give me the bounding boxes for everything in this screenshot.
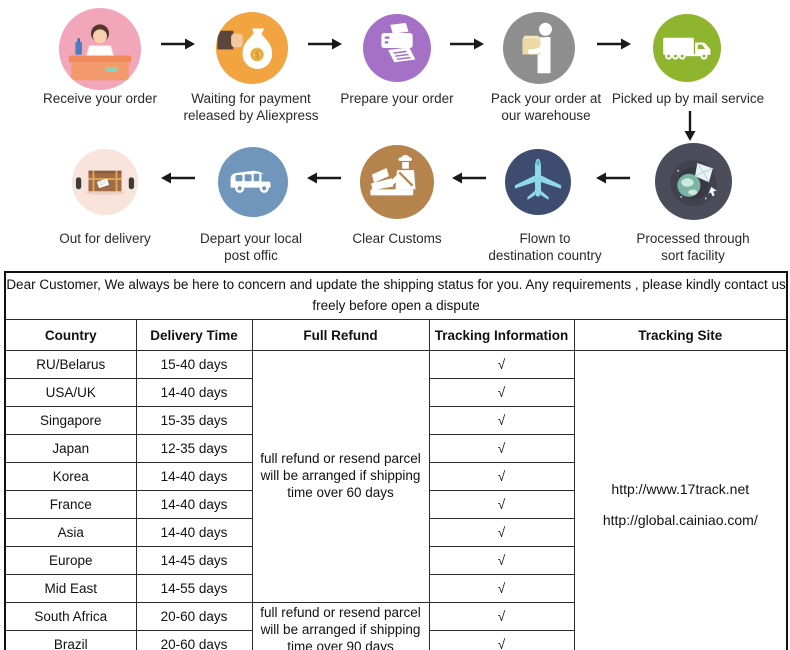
- table-row: Brazil 20-60 days √: [4, 630, 787, 650]
- flow-arrow-left-icon: [160, 171, 196, 185]
- table-row: Korea 14-40 days √: [4, 462, 787, 491]
- tracking-check-cell: √: [428, 518, 575, 547]
- step-depart-post-office: [218, 147, 288, 217]
- delivery-time-cell: 12-35 days: [135, 434, 253, 463]
- step-label: Waiting for payment released by Aliexpre…: [183, 91, 319, 124]
- step-label: Prepare your order: [340, 91, 454, 106]
- flow-arrow-right-icon: [307, 37, 343, 51]
- step-prepare-order: [363, 14, 431, 82]
- flow-arrow-left-icon: [595, 171, 631, 185]
- tracking-check-cell: √: [428, 462, 575, 491]
- country-cell: Brazil: [4, 630, 137, 650]
- step-label: Pack your order at our warehouse: [490, 91, 602, 124]
- tracking-check-cell: √: [428, 602, 575, 631]
- step-out-for-delivery: [72, 149, 138, 215]
- flow-arrow-right-icon: [160, 37, 196, 51]
- delivery-time-cell: 20-60 days: [135, 630, 253, 650]
- shipping-table: Dear Customer, We always be here to conc…: [4, 271, 789, 650]
- col-header-full-refund: Full Refund: [251, 319, 430, 351]
- step-picked-up: [653, 14, 721, 82]
- refund-note-60-days: full refund or resend parcel will be arr…: [251, 350, 430, 603]
- country-cell: RU/Belarus: [4, 350, 137, 379]
- mail-truck-icon: [663, 37, 711, 60]
- tracking-site-link[interactable]: http://global.cainiao.com/: [602, 512, 758, 528]
- table-row: RU/Belarus 15-40 days full refund or res…: [4, 350, 788, 650]
- step-sort-facility: [655, 143, 732, 220]
- step-receive-order: [59, 8, 141, 90]
- step-label: Receive your order: [42, 91, 158, 106]
- step-label: Processed through sort facility: [636, 231, 750, 264]
- country-cell: Japan: [4, 434, 137, 463]
- country-cell: USA/UK: [4, 378, 137, 407]
- tracking-check-cell: √: [428, 350, 575, 379]
- step-clear-customs: [360, 145, 434, 219]
- country-cell: France: [4, 490, 137, 519]
- airplane-icon: [514, 158, 562, 200]
- notice-row: Dear Customer, We always be here to conc…: [4, 271, 788, 320]
- country-cell: South Africa: [4, 602, 137, 631]
- tracking-check-cell: √: [428, 434, 575, 463]
- delivery-time-cell: 14-45 days: [135, 546, 253, 575]
- step-flown-destination: [505, 149, 571, 215]
- delivery-time-cell: 15-35 days: [135, 406, 253, 435]
- col-header-country: Country: [4, 319, 137, 351]
- delivery-time-cell: 20-60 days: [135, 602, 253, 631]
- header-row: Country Delivery Time Full Refund Tracki…: [4, 319, 788, 351]
- col-header-tracking-information: Tracking Information: [428, 319, 575, 351]
- customs-officer-icon: [370, 154, 416, 196]
- tracking-site-link[interactable]: http://www.17track.net: [611, 481, 750, 497]
- step-label: Clear Customs: [352, 231, 442, 246]
- step-label: Flown to destination country: [488, 231, 602, 264]
- tracking-check-cell: √: [428, 406, 575, 435]
- table-row: Singapore 15-35 days √: [4, 406, 787, 435]
- tracking-check-cell: √: [428, 490, 575, 519]
- delivery-time-cell: 14-40 days: [135, 490, 253, 519]
- delivery-time-cell: 14-55 days: [135, 574, 253, 603]
- tracking-check-cell: √: [428, 574, 575, 603]
- step-waiting-payment: $: [216, 12, 288, 84]
- flow-arrow-left-icon: [451, 171, 487, 185]
- delivery-time-cell: 15-40 days: [135, 350, 253, 379]
- table-row: USA/UK 14-40 days √: [4, 378, 787, 407]
- tracking-check-cell: √: [428, 630, 575, 650]
- step-label: Depart your local post offic: [199, 231, 303, 264]
- pack-box-icon: [522, 22, 552, 74]
- tracking-site-cell: http://www.17track.net http://global.cai…: [573, 350, 788, 650]
- refund-note-90-days: full refund or resend parcel will be arr…: [251, 602, 430, 650]
- person-desk-icon: [68, 24, 132, 81]
- payment-hand-icon: $: [217, 28, 273, 69]
- country-cell: Korea: [4, 462, 137, 491]
- post-van-icon: [230, 170, 272, 193]
- package-icon: [75, 170, 135, 195]
- col-header-delivery-time: Delivery Time: [135, 319, 253, 351]
- flow-arrow-right-icon: [596, 37, 632, 51]
- step-label: Out for delivery: [59, 231, 151, 246]
- country-cell: Singapore: [4, 406, 137, 435]
- table-row: Europe 14-45 days √: [4, 546, 787, 575]
- step-pack-order: [503, 12, 575, 84]
- flow-arrow-right-icon: [449, 37, 485, 51]
- printer-icon: [381, 22, 416, 63]
- tracking-check-cell: √: [428, 546, 575, 575]
- delivery-time-cell: 14-40 days: [135, 378, 253, 407]
- tracking-check-cell: √: [428, 378, 575, 407]
- table-row: South Africa 20-60 days full refund or r…: [4, 602, 787, 650]
- step-label: Picked up by mail service: [611, 91, 765, 106]
- delivery-time-cell: 14-40 days: [135, 518, 253, 547]
- country-cell: Asia: [4, 518, 137, 547]
- table-row: Mid East 14-55 days √: [4, 574, 787, 603]
- flow-arrow-left-icon: [306, 171, 342, 185]
- delivery-time-cell: 14-40 days: [135, 462, 253, 491]
- country-cell: Mid East: [4, 574, 137, 603]
- flow-arrow-down-icon: [683, 110, 697, 142]
- svg-text:$: $: [255, 51, 260, 60]
- globe-parcel-icon: [670, 159, 717, 207]
- country-cell: Europe: [4, 546, 137, 575]
- col-header-tracking-site: Tracking Site: [573, 319, 788, 351]
- customer-notice: Dear Customer, We always be here to conc…: [4, 271, 788, 320]
